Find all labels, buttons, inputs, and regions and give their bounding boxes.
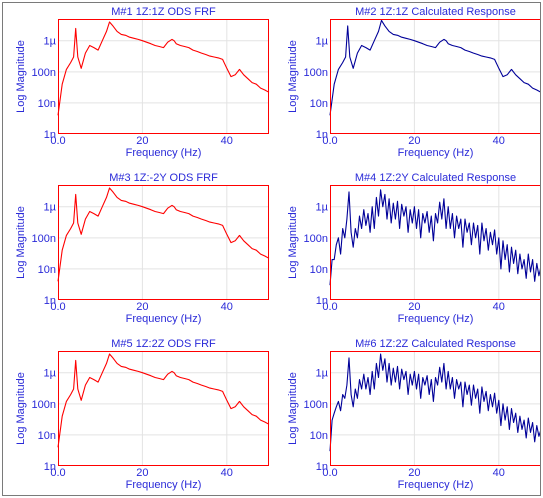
chart-title: M#4 1Z:2Y Calculated Response (355, 172, 516, 184)
y-tick-label: 100n (304, 399, 328, 411)
chart-title: M#1 1Z:1Z ODS FRF (111, 6, 216, 18)
y-tick-label: 10n (310, 430, 328, 442)
x-tick-label: 20 (136, 467, 148, 479)
chart-panel-2: M#2 1Z:1Z Calculated Response 0.0 20 40 1n 10… (287, 6, 540, 159)
x-tick-label: 0.0 (322, 135, 337, 147)
plot-border (58, 19, 269, 134)
x-axis-label: Frequency (Hz) (398, 313, 474, 325)
y-axis-label: Log Magnitude (15, 40, 27, 113)
x-tick-label: 20 (408, 301, 420, 313)
series-line (57, 353, 270, 448)
chart-title: M#3 1Z:-2Y ODS FRF (109, 172, 218, 184)
x-axis-label: Frequency (Hz) (398, 479, 474, 491)
y-tick-label: 1n (44, 295, 56, 307)
y-tick-label: 100n (304, 233, 328, 245)
x-tick-label: 0.0 (322, 467, 337, 479)
y-axis-label: Log Magnitude (287, 372, 299, 445)
x-tick-label: 40 (493, 135, 505, 147)
y-tick-label: 1µ (44, 36, 57, 48)
y-tick-label: 100n (32, 399, 56, 411)
x-tick-label: 20 (136, 135, 148, 147)
x-tick-label: 20 (408, 467, 420, 479)
series-line (329, 19, 540, 116)
y-tick-label: 1n (316, 295, 328, 307)
y-tick-label: 10n (310, 264, 328, 276)
y-tick-label: 1µ (44, 202, 57, 214)
x-axis-label: Frequency (Hz) (126, 147, 202, 159)
chart-title: M#5 1Z:2Z ODS FRF (111, 338, 216, 350)
chart-title: M#2 1Z:1Z Calculated Response (355, 6, 516, 18)
y-tick-label: 1n (44, 461, 56, 473)
y-tick-label: 1µ (44, 368, 57, 380)
x-tick-label: 0.0 (50, 135, 65, 147)
x-tick-label: 0.0 (322, 301, 337, 313)
y-tick-label: 100n (32, 67, 56, 79)
chart-panel-1: M#1 1Z:1Z ODS FRF 0.0 20 40 1n 10n 100n 1µ Frequ… (15, 6, 270, 159)
x-tick-label: 40 (493, 301, 505, 313)
plot-border (330, 185, 540, 300)
x-tick-label: 0.0 (50, 467, 65, 479)
x-tick-label: 40 (221, 301, 233, 313)
y-axis-label: Log Magnitude (287, 206, 299, 279)
y-tick-label: 10n (38, 430, 56, 442)
x-tick-label: 40 (221, 135, 233, 147)
y-tick-label: 1n (316, 461, 328, 473)
y-tick-label: 10n (310, 98, 328, 110)
x-tick-label: 20 (136, 301, 148, 313)
chart-panel-4: M#4 1Z:2Y Calculated Response 0.0 20 40 1n 10… (287, 172, 540, 325)
chart-title: M#6 1Z:2Z Calculated Response (355, 338, 516, 350)
x-tick-label: 0.0 (50, 301, 65, 313)
series-line (57, 187, 270, 282)
y-tick-label: 1n (316, 129, 328, 141)
y-tick-label: 1n (44, 129, 56, 141)
plot-border (330, 19, 540, 134)
y-tick-label: 1µ (316, 202, 329, 214)
series-line (329, 189, 540, 286)
y-axis-label: Log Magnitude (15, 372, 27, 445)
chart-panel-3: M#3 1Z:-2Y ODS FRF 0.0 20 40 1n 10n 100n 1µ Freq… (15, 172, 270, 325)
plot-border (58, 185, 269, 300)
y-axis-label: Log Magnitude (287, 40, 299, 113)
plot-border (58, 351, 269, 466)
y-tick-label: 10n (38, 264, 56, 276)
x-axis-label: Frequency (Hz) (398, 147, 474, 159)
x-axis-label: Frequency (Hz) (126, 313, 202, 325)
chart-panel-6: M#6 1Z:2Z Calculated Response 0.0 20 40 1n 10… (287, 338, 540, 491)
y-tick-label: 10n (38, 98, 56, 110)
x-tick-label: 40 (493, 467, 505, 479)
series-line (57, 21, 270, 116)
y-tick-label: 1µ (316, 368, 329, 380)
x-tick-label: 40 (221, 467, 233, 479)
y-tick-label: 1µ (316, 36, 329, 48)
x-tick-label: 20 (408, 135, 420, 147)
x-axis-label: Frequency (Hz) (126, 479, 202, 491)
plot-border (330, 351, 540, 466)
plots-grid: M#1 1Z:1Z ODS FRF 0.0 20 40 1n 10n 100n 1µ Frequ… (15, 6, 540, 491)
y-tick-label: 100n (304, 67, 328, 79)
y-tick-label: 100n (32, 233, 56, 245)
chart-panel-5: M#5 1Z:2Z ODS FRF 0.0 20 40 1n 10n 100n 1µ Frequ… (15, 338, 270, 491)
series-line (329, 353, 540, 452)
y-axis-label: Log Magnitude (15, 206, 27, 279)
